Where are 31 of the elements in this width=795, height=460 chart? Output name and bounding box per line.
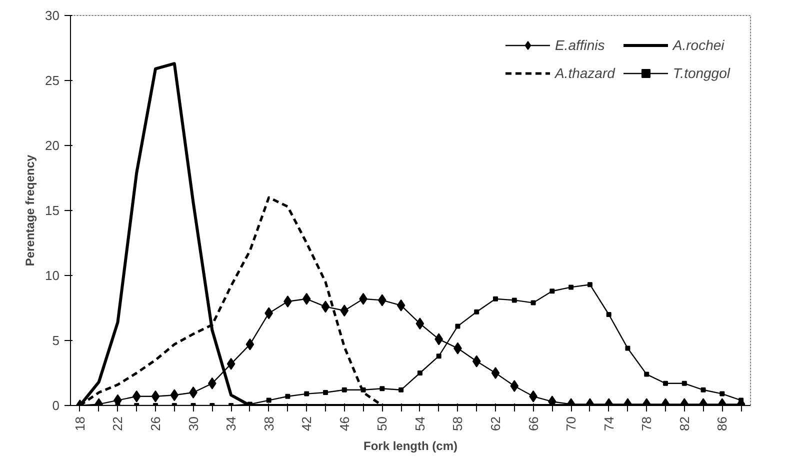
x-tick-label: 78	[639, 416, 654, 431]
x-tick-label: 18	[72, 416, 88, 431]
y-axis-title: Perentage freqency	[23, 154, 38, 266]
x-tick-label: 62	[488, 416, 503, 431]
x-tick-label: 46	[336, 416, 352, 431]
y-tick-label: 30	[45, 8, 60, 23]
x-tick-label: 54	[412, 416, 428, 431]
y-tick-label: 10	[45, 268, 60, 283]
y-tick-label: 0	[52, 398, 60, 413]
x-tick-label: 34	[224, 416, 239, 431]
x-tick-label: 82	[676, 416, 692, 431]
x-tick-label: 22	[110, 416, 126, 431]
x-tick-label: 50	[374, 416, 390, 431]
legend-label: E.affinis	[554, 37, 605, 53]
x-tick-label: 70	[564, 416, 579, 431]
x-tick-label: 30	[186, 416, 201, 431]
legend-label: T.tonggol	[672, 65, 730, 81]
legend-label: A.thazard	[554, 65, 615, 81]
y-tick-label: 20	[45, 138, 60, 153]
x-axis-title: Fork length (cm)	[364, 438, 458, 453]
x-tick-label: 86	[714, 416, 730, 431]
legend-label: A.rochei	[672, 37, 724, 53]
y-tick-label: 25	[45, 73, 60, 88]
x-tick-label: 42	[299, 416, 314, 431]
x-tick-label: 58	[450, 416, 466, 431]
x-tick-label: 26	[148, 416, 163, 431]
x-tick-label: 38	[261, 416, 276, 431]
y-tick-label: 5	[52, 333, 60, 348]
x-tick-label: 74	[601, 416, 616, 431]
y-tick-label: 15	[45, 203, 60, 218]
x-tick-label: 66	[526, 416, 541, 431]
